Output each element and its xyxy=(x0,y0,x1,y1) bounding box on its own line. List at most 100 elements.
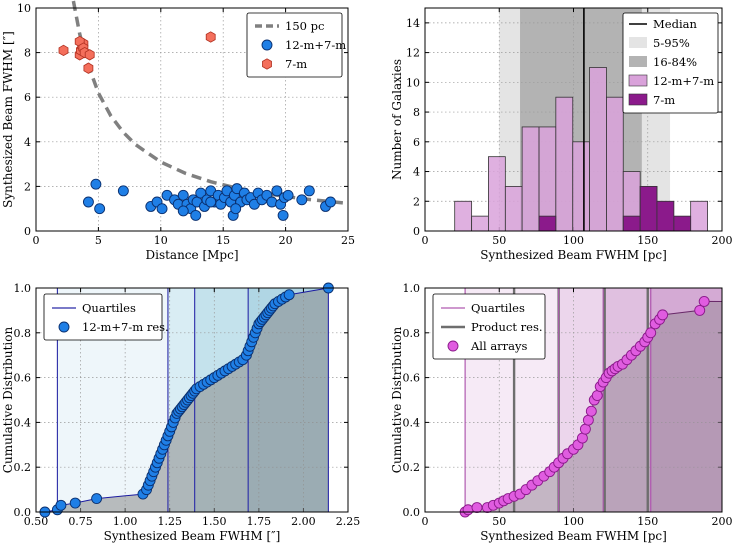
legend-swatch-7m xyxy=(262,58,272,70)
y-tick-label: 4 xyxy=(413,166,420,179)
y-axis-label: Number of Galaxies xyxy=(390,59,404,180)
data-point xyxy=(698,295,710,307)
legend-label: Quartiles xyxy=(471,301,525,315)
y-tick-label: 0.6 xyxy=(14,372,32,385)
x-tick-label: 0 xyxy=(33,234,40,247)
legend-label: 7-m xyxy=(653,93,675,107)
data-point xyxy=(582,414,594,426)
y-tick-label: 8 xyxy=(413,106,420,119)
bar-7m xyxy=(673,215,692,232)
x-axis-label: Synthesized Beam FWHM [pc] xyxy=(480,529,667,543)
point-12m-7m xyxy=(205,196,217,208)
axes-frame xyxy=(35,287,349,513)
point-12m-7m xyxy=(296,194,308,206)
point-12m-7m xyxy=(190,209,202,221)
point-12m-7m xyxy=(94,203,106,215)
x-tick-label: 1.75 xyxy=(247,515,272,528)
legend-label: 150 pc xyxy=(285,19,324,33)
x-tick-label: 10 xyxy=(154,234,168,247)
x-tick-label: 0.75 xyxy=(68,515,93,528)
data-point xyxy=(91,493,103,505)
legend-label: 12-m+7-m xyxy=(653,74,714,88)
x-tick-label: 0 xyxy=(422,515,429,528)
x-tick-label: 150 xyxy=(637,234,658,247)
y-tick-label: 4 xyxy=(24,136,31,149)
y-tick-label: 0.6 xyxy=(403,372,421,385)
legend-label: 12-m+7-m xyxy=(285,38,346,52)
y-tick-label: 1.0 xyxy=(14,282,32,295)
point-7m xyxy=(205,31,216,43)
bar-12m-7m xyxy=(555,96,574,232)
x-tick-label: 0.50 xyxy=(24,515,49,528)
panel-cumulative-pc: 0 50 100 150 200 0.0 0.2 0.4 0.6 0.8 1.0 Synthesize… xyxy=(390,282,733,543)
y-tick-label: 10 xyxy=(17,2,31,15)
y-tick-label: 2 xyxy=(24,180,31,193)
x-tick-label: 1.25 xyxy=(157,515,182,528)
axes-frame xyxy=(35,7,349,232)
y-tick-label: 0.8 xyxy=(403,327,421,340)
data-point xyxy=(645,327,657,339)
bar-12m-7m xyxy=(538,126,557,232)
y-axis-label: Cumulative Distribution xyxy=(1,327,15,474)
point-12m-7m xyxy=(325,196,336,208)
x-axis-label: Synthesized Beam FWHM [″] xyxy=(104,529,281,543)
legend-box xyxy=(432,293,546,360)
x-tick-label: 25 xyxy=(341,234,355,247)
data-point xyxy=(69,497,81,509)
panel-cumulative-arcsec: 0.50 0.75 1.00 1.25 1.50 1.75 2.00 2.25 0.0 0.2 0.… xyxy=(1,282,360,543)
y-tick-label: 2 xyxy=(413,195,420,208)
axes-frame xyxy=(424,287,723,513)
point-7m xyxy=(84,49,95,61)
y-tick-label: 0.4 xyxy=(403,416,421,429)
bar-12m-7m xyxy=(589,67,607,232)
bar-12m-7m xyxy=(471,215,489,232)
legend-label: 16-84% xyxy=(653,55,697,69)
point-12m-7m xyxy=(282,189,294,201)
point-12m-7m xyxy=(117,185,129,197)
legend-swatch-points xyxy=(58,321,70,333)
x-tick-label: 15 xyxy=(216,234,230,247)
bar-12m-7m xyxy=(521,126,540,232)
x-tick-label: 5 xyxy=(95,234,102,247)
y-tick-label: 6 xyxy=(24,91,31,104)
point-12m-7m xyxy=(277,209,289,221)
bar-7m xyxy=(622,215,641,232)
legend-label: 12-m+7-m res. xyxy=(82,320,169,334)
y-tick-label: 0.2 xyxy=(403,461,421,474)
x-tick-label: 200 xyxy=(712,515,733,528)
y-tick-label: 0.4 xyxy=(14,416,32,429)
y-tick-label: 0.8 xyxy=(14,327,32,340)
bar-7m xyxy=(656,200,675,232)
legend-swatch-5-95 xyxy=(629,37,647,48)
y-tick-label: 0 xyxy=(413,225,420,238)
y-tick-label: 8 xyxy=(24,47,31,60)
legend-label: All arrays xyxy=(470,339,528,353)
y-tick-label: 0.2 xyxy=(14,461,32,474)
legend-label: 7-m xyxy=(285,57,307,71)
x-tick-label: 2.25 xyxy=(336,515,361,528)
bar-12m-7m xyxy=(488,156,506,232)
point-12m-7m xyxy=(90,178,102,190)
y-tick-label: 14 xyxy=(406,17,420,30)
x-tick-label: 100 xyxy=(563,515,584,528)
y-axis-label: Synthesized Beam FWHM [″] xyxy=(1,31,15,208)
data-point xyxy=(694,304,706,316)
y-tick-label: 10 xyxy=(406,76,420,89)
y-tick-label: 0.0 xyxy=(14,506,32,519)
data-point xyxy=(657,309,669,321)
legend-label: 5-95% xyxy=(653,36,690,50)
x-tick-label: 100 xyxy=(563,234,584,247)
point-12m-7m xyxy=(303,185,315,197)
bar-12m-7m xyxy=(572,141,590,232)
area-under-curve xyxy=(44,288,329,512)
panel-beam-histogram: 0 50 100 150 200 0 2 4 6 8 10 12 14 Synthesized Beam … xyxy=(390,7,733,262)
point-12m-7m xyxy=(82,196,94,208)
bar-12m-7m xyxy=(454,200,473,232)
point-7m xyxy=(83,62,94,74)
data-point xyxy=(283,289,295,301)
legend-swatch-12m-7m xyxy=(261,39,273,51)
data-point xyxy=(576,432,588,444)
y-tick-label: 0 xyxy=(24,225,31,238)
